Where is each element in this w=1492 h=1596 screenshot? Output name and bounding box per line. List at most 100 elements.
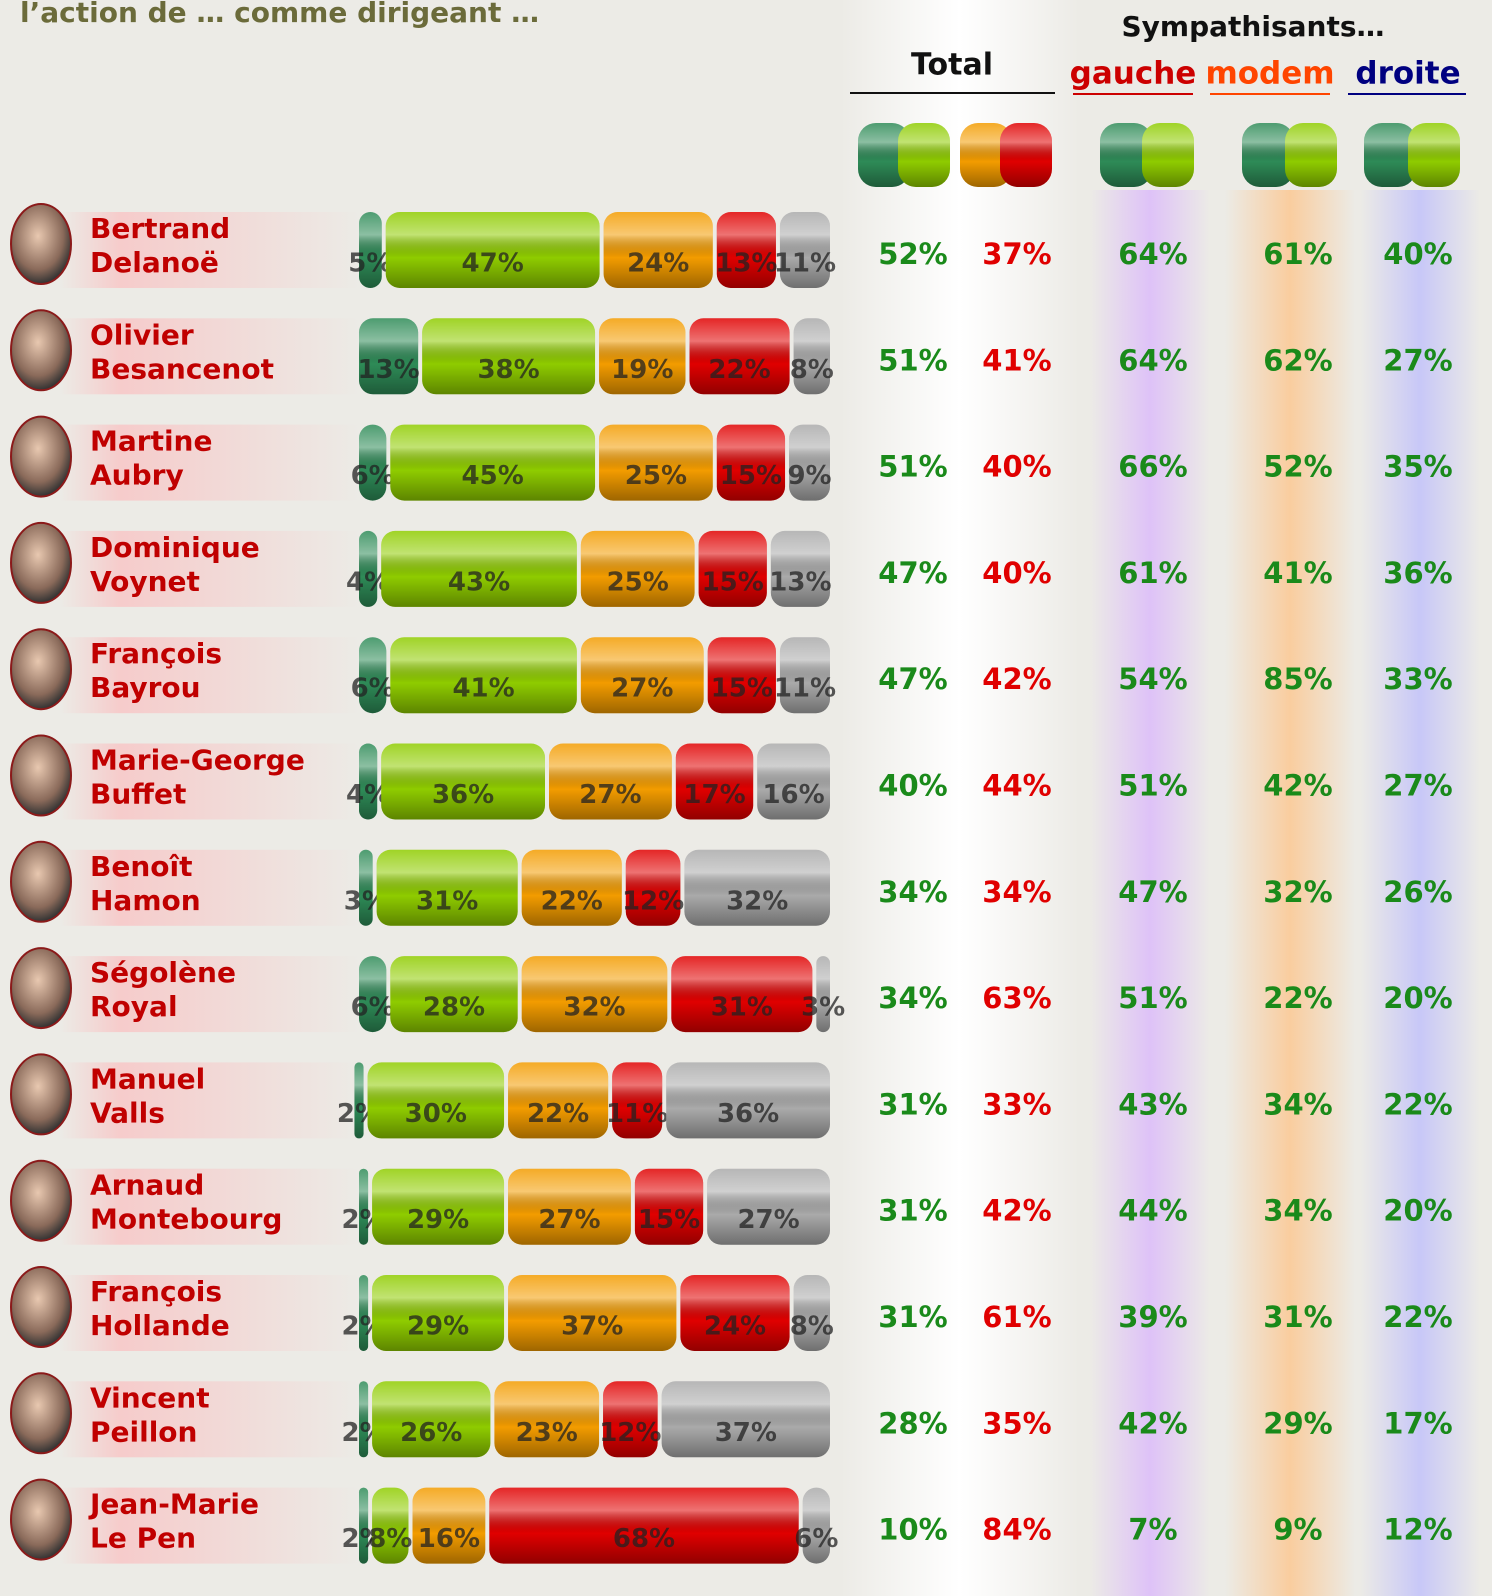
bar-shade	[508, 1062, 609, 1139]
photo	[10, 1159, 72, 1242]
bar-label: 43%	[448, 567, 510, 597]
bar-label: 27%	[611, 674, 673, 704]
bar-shade	[789, 424, 830, 501]
bar-shade	[549, 743, 672, 820]
table-cell: 28%	[878, 1406, 947, 1440]
photo	[10, 840, 72, 923]
table-cell: 22%	[1383, 1087, 1452, 1121]
table-cell: 40%	[878, 769, 947, 803]
bar-shade	[359, 1381, 369, 1458]
candidate-first-name: Arnaud	[90, 1169, 204, 1202]
table-cell: 34%	[878, 981, 947, 1015]
bar-label: 16%	[418, 1524, 480, 1554]
bar-label: 22%	[527, 1099, 589, 1129]
bar-label: 8%	[790, 355, 834, 385]
bar-shade	[779, 637, 830, 714]
bar-shade	[793, 1275, 830, 1351]
table-cell: 42%	[982, 662, 1051, 696]
bar-label: 6%	[794, 1524, 838, 1554]
bar-shade	[359, 1275, 369, 1351]
candidate-last-name: Royal	[90, 990, 178, 1023]
name-band	[60, 212, 360, 288]
photo	[10, 628, 72, 711]
bar-label: 8%	[790, 1312, 834, 1342]
bar-label: 19%	[611, 355, 673, 385]
table-cell: 31%	[878, 1300, 947, 1334]
bar-label: 12%	[622, 886, 684, 916]
modem-band	[1225, 190, 1355, 1596]
candidate-last-name: Hollande	[90, 1309, 230, 1342]
group-label: Sympathisants…	[1122, 10, 1385, 43]
name-band	[60, 743, 360, 820]
table-cell: 84%	[982, 1513, 1051, 1547]
header-icon-shade	[1364, 123, 1416, 187]
bar-shade	[603, 1381, 658, 1458]
candidate-first-name: François	[90, 1275, 222, 1308]
bar-label: 47%	[462, 249, 524, 279]
bar-shade	[390, 637, 577, 714]
table-cell: 34%	[982, 875, 1051, 909]
bar-shade	[412, 1487, 486, 1564]
table-cell: 17%	[1383, 1406, 1452, 1440]
table-cell: 51%	[878, 450, 947, 484]
table-cell: 42%	[1263, 769, 1332, 803]
table-cell: 40%	[1383, 237, 1452, 271]
bar-label: 31%	[711, 993, 773, 1023]
bar-shade	[580, 530, 695, 607]
candidate-last-name: Aubry	[90, 459, 184, 492]
bar-label: 22%	[708, 355, 770, 385]
bar-label: 13%	[769, 567, 831, 597]
bar-label: 11%	[774, 249, 836, 279]
gauche-header: gauche	[1070, 56, 1197, 92]
bar-label: 8%	[368, 1524, 412, 1554]
bar-label: 36%	[432, 780, 494, 810]
modem-header: modem	[1205, 56, 1334, 92]
bar-label: 15%	[720, 461, 782, 491]
bar-label: 22%	[541, 886, 603, 916]
table-cell: 31%	[878, 1087, 947, 1121]
bar-label: 15%	[638, 1205, 700, 1235]
candidate-first-name: Bertrand	[90, 212, 230, 245]
table-cell: 7%	[1128, 1513, 1177, 1547]
header-icon-shade	[898, 123, 950, 187]
table-cell: 47%	[878, 662, 947, 696]
table-cell: 33%	[982, 1087, 1051, 1121]
table-cell: 22%	[1383, 1300, 1452, 1334]
bar-shade	[716, 212, 776, 288]
bar-shade	[707, 637, 776, 714]
header-icon-shade	[1242, 123, 1294, 187]
bar-shade	[381, 530, 577, 607]
photo	[10, 734, 72, 817]
subtitle: l’action de … comme dirigeant …	[20, 0, 539, 29]
bar-shade	[359, 318, 419, 395]
bar-shade	[666, 1062, 830, 1139]
table-cell: 63%	[982, 981, 1051, 1015]
name-band	[60, 1381, 360, 1458]
bar-label: 15%	[702, 567, 764, 597]
bar-label: 25%	[625, 461, 687, 491]
bar-shade	[359, 956, 387, 1033]
bar-shade	[385, 212, 600, 288]
photo	[10, 1372, 72, 1455]
bar-label: 13%	[715, 249, 777, 279]
bar-label: 9%	[787, 461, 831, 491]
photo	[10, 1053, 72, 1136]
column-glow	[840, 0, 1080, 1596]
header-icon-shade	[858, 123, 910, 187]
table-cell: 27%	[1383, 769, 1452, 803]
bar-shade	[521, 849, 622, 926]
bar-label: 45%	[462, 461, 524, 491]
candidate-first-name: Ségolène	[90, 956, 236, 989]
droite-header: droite	[1355, 56, 1460, 92]
candidate-last-name: Le Pen	[90, 1522, 196, 1555]
bar-shade	[359, 424, 387, 501]
bar-shade	[625, 849, 681, 926]
header-icon-shade	[1100, 123, 1152, 187]
candidate-last-name: Bayrou	[90, 671, 201, 704]
bar-label: 24%	[704, 1312, 766, 1342]
photo	[10, 1478, 72, 1561]
candidate-last-name: Valls	[90, 1096, 165, 1129]
table-cell: 20%	[1383, 1194, 1452, 1228]
bar-shade	[580, 637, 704, 714]
table-cell: 34%	[878, 875, 947, 909]
